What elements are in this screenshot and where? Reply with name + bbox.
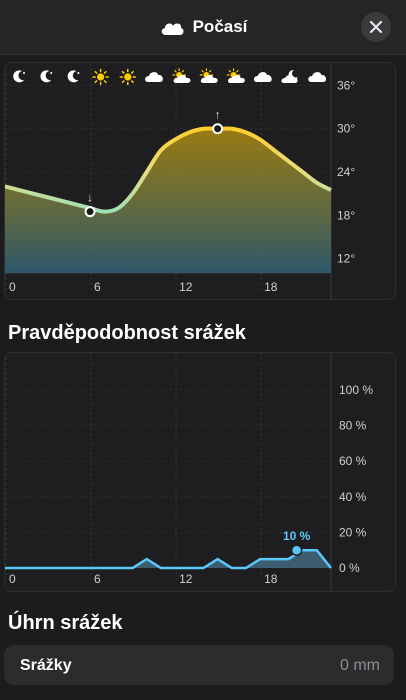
cloud-shape: [281, 75, 298, 83]
y-tick-label: 12°: [337, 252, 355, 266]
cloud-shape: [173, 75, 191, 83]
precip-highlight-label: 10 %: [283, 529, 311, 543]
cloud-shape: [200, 75, 218, 83]
sun-ray: [130, 70, 134, 74]
sun-icon: [92, 68, 109, 86]
moon-icon: [67, 70, 80, 83]
cloud-icon: [253, 72, 272, 82]
cloud-shape: [253, 72, 272, 82]
moon-shape: [40, 70, 52, 83]
sun-ray: [121, 70, 125, 74]
cloud-shape: [228, 75, 245, 83]
cloud-shape: [308, 72, 327, 82]
max-temp-marker: [212, 123, 224, 135]
min-temp-marker: [84, 206, 96, 218]
sun-ray: [174, 70, 177, 73]
precip-highlight-point: [290, 544, 303, 556]
x-tick-label: 6: [94, 280, 101, 294]
temperature-panel: 36° 30° 24° 18° 12° 0 6 12 18 ↓ ↑: [4, 62, 396, 300]
y-tick-label: 24°: [337, 165, 355, 179]
precip-amount-value: 0 mm: [340, 657, 380, 674]
partly-cloudy-icon: [226, 68, 245, 83]
y-tick-label: 0 %: [339, 561, 360, 575]
partly-cloudy-icon: [199, 68, 218, 83]
sun-ray: [121, 80, 125, 84]
precip-title: Pravděpodobnost srážek: [8, 322, 246, 344]
star-shape: [77, 72, 80, 74]
cloud-icon: [308, 72, 327, 82]
sun-ray: [130, 80, 134, 84]
y-tick-label: 20 %: [339, 525, 367, 539]
moon-shape: [13, 70, 24, 83]
close-icon: [369, 20, 383, 34]
sun-ray: [236, 70, 239, 73]
precip-amount-label: Srážky: [20, 657, 72, 674]
temperature-area: [5, 128, 331, 273]
sun-core: [124, 73, 132, 81]
partly-cloudy-icon: [172, 68, 191, 83]
partly-cloudy-night-icon: [281, 69, 298, 83]
temperature-line: [5, 126, 332, 214]
sun-ray: [103, 80, 107, 84]
sun-ray: [208, 70, 212, 73]
sun-icon: [119, 68, 137, 86]
precip-chart: 100 % 80 % 60 % 40 % 20 % 0 % 0 6 12 18 10 %: [5, 353, 373, 591]
star-shape: [50, 72, 53, 74]
min-temp-arrow: ↓: [87, 191, 93, 205]
sun-ray: [228, 70, 232, 73]
max-temp-arrow: ↑: [215, 108, 221, 122]
title-wrap: Počasí: [0, 14, 406, 40]
precip-amount-card: Srážky 0 mm: [4, 645, 394, 685]
y-tick-label: 60 %: [339, 454, 367, 468]
sun-ray: [94, 70, 98, 74]
cloud-icon: [161, 23, 184, 35]
amount-title: Úhrn srážek: [8, 612, 123, 634]
precip-line: [5, 548, 332, 570]
x-tick-label: 0: [9, 280, 16, 294]
y-tick-label: 30°: [337, 122, 355, 136]
y-tick-label: 40 %: [339, 490, 367, 504]
moon-shape: [67, 70, 79, 83]
precip-panel: 100 % 80 % 60 % 40 % 20 % 0 % 0 6 12 18 10 %: [4, 352, 396, 592]
y-tick-label: 100 %: [339, 383, 373, 397]
sun-ray: [103, 70, 107, 74]
page-title: Počasí: [192, 17, 248, 36]
close-button[interactable]: [361, 12, 391, 42]
moon-icon: [13, 70, 25, 83]
temperature-chart: 36° 30° 24° 18° 12° 0 6 12 18 ↓ ↑: [5, 63, 355, 299]
x-tick-label: 18: [264, 280, 278, 294]
sun-ray: [94, 80, 98, 84]
star-shape: [23, 72, 25, 74]
x-tick-label: 12: [179, 280, 193, 294]
moon-icon: [40, 70, 53, 83]
y-tick-label: 36°: [337, 78, 355, 92]
x-tick-label: 12: [179, 572, 193, 586]
x-tick-label: 0: [9, 572, 16, 586]
y-tick-label: 18°: [337, 208, 355, 222]
sun-ray: [181, 70, 185, 73]
y-tick-label: 80 %: [339, 419, 367, 433]
header: Počasí: [0, 0, 406, 55]
sun-core: [97, 73, 105, 81]
cloud-icon: [145, 72, 163, 82]
cloud-shape: [145, 72, 163, 82]
x-tick-label: 18: [264, 572, 278, 586]
x-tick-label: 6: [94, 572, 101, 586]
sun-ray: [201, 70, 204, 73]
